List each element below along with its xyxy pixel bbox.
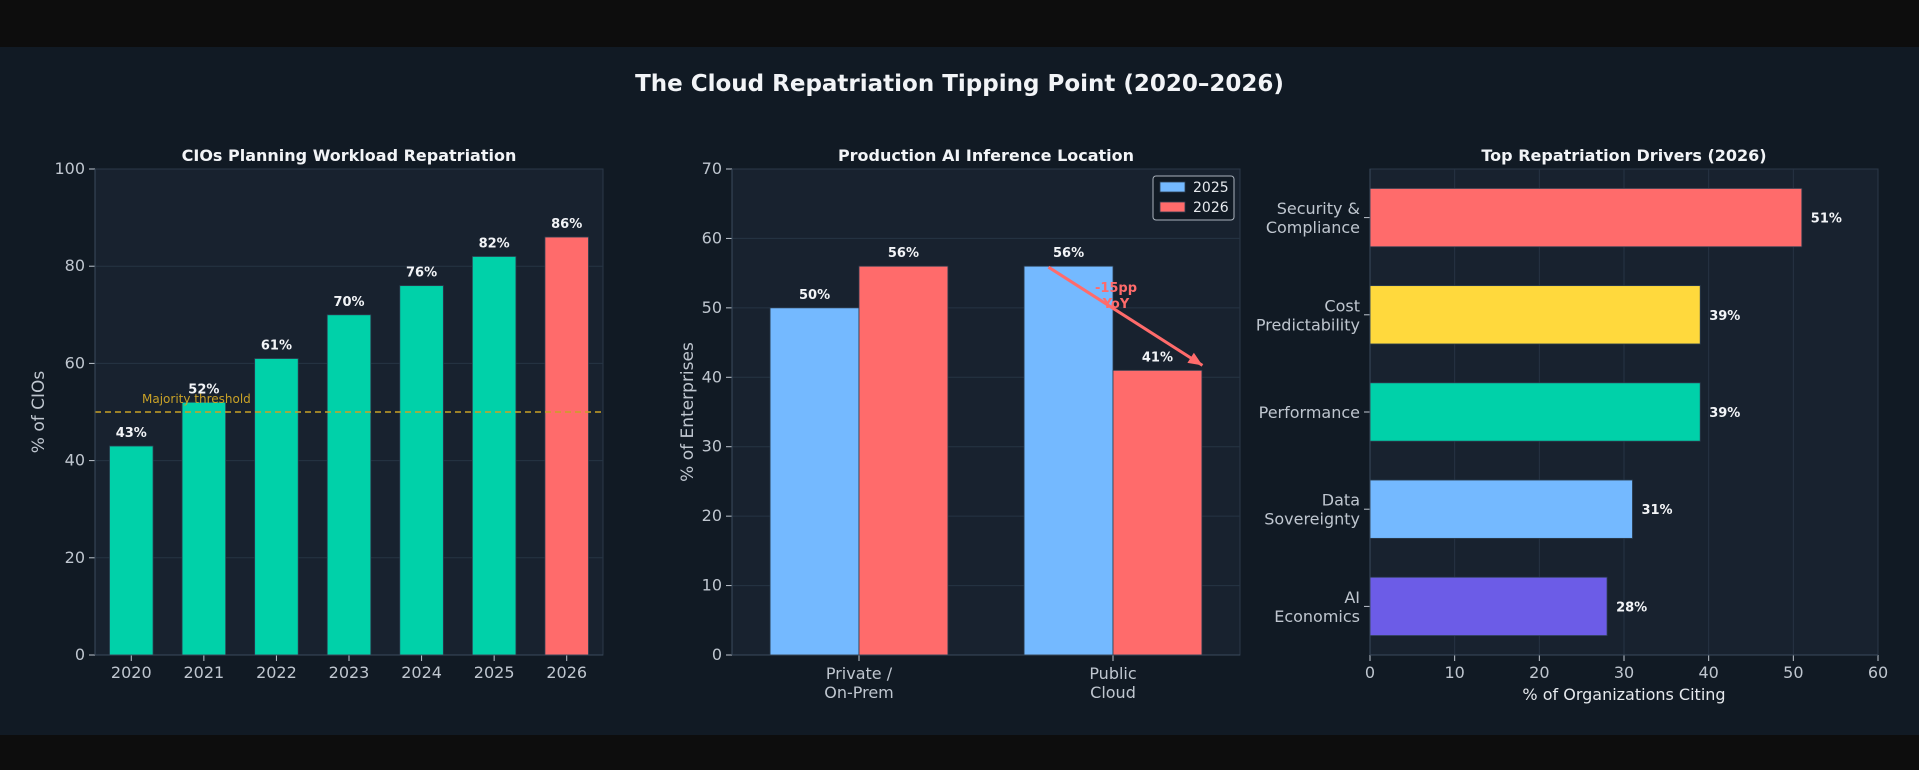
legend-label: 2025 — [1193, 180, 1229, 196]
bar — [1369, 382, 1701, 442]
value-label: 56% — [888, 246, 919, 261]
bar — [1369, 479, 1633, 539]
y-tick-label: Compliance — [1266, 218, 1360, 237]
y-tick-label: Data — [1322, 491, 1360, 510]
value-label: 56% — [1053, 246, 1084, 261]
x-tick-label: 2021 — [183, 663, 224, 682]
legend-swatch — [1159, 201, 1186, 213]
x-tick-label: 20 — [1529, 663, 1549, 682]
bar — [1112, 369, 1203, 656]
y-tick-label: 50 — [702, 298, 722, 317]
y-tick-label: 20 — [702, 506, 722, 525]
legend-label: 2026 — [1193, 200, 1229, 216]
x-tick-label: 2023 — [329, 663, 370, 682]
annotation-arrowhead — [1187, 352, 1203, 366]
bar — [1369, 576, 1608, 636]
x-tick-label: 30 — [1614, 663, 1634, 682]
bar — [399, 285, 444, 656]
y-tick-label: 20 — [65, 548, 85, 567]
legend-swatch — [1159, 181, 1186, 193]
bar — [181, 401, 227, 656]
y-tick-label: Cost — [1324, 296, 1360, 315]
threshold-label: Majority threshold — [142, 392, 251, 406]
y-tick-label: AI — [1344, 588, 1360, 607]
y-tick-label: 40 — [65, 451, 85, 470]
value-label: 61% — [261, 339, 292, 354]
x-tick-label: 2025 — [474, 663, 515, 682]
bar — [1023, 265, 1114, 656]
y-tick-label: Security & — [1277, 199, 1360, 218]
x-tick-label: Public — [1089, 664, 1136, 683]
bar — [471, 256, 517, 656]
x-tick-label: Private / — [826, 664, 893, 683]
value-label: 52% — [188, 382, 219, 397]
y-axis-label: % of Enterprises — [678, 342, 698, 482]
bar — [544, 236, 589, 656]
value-label: 43% — [116, 426, 147, 441]
y-axis-label: % of CIOs — [29, 371, 49, 454]
x-tick-label: 2022 — [256, 663, 297, 682]
value-label: 41% — [1142, 350, 1173, 365]
bar — [858, 265, 949, 656]
y-tick-label: 10 — [702, 576, 722, 595]
value-label: 86% — [551, 217, 582, 232]
y-tick-label: 100 — [54, 159, 85, 178]
bar — [1369, 188, 1803, 248]
x-axis-label: % of Organizations Citing — [1522, 685, 1725, 704]
y-tick-label: 70 — [702, 159, 722, 178]
bar — [1369, 285, 1701, 345]
bar — [109, 445, 154, 656]
y-tick-label: Performance — [1259, 403, 1360, 422]
bar — [769, 307, 860, 656]
bar — [326, 314, 372, 656]
y-tick-label: 30 — [702, 437, 722, 456]
value-label: 28% — [1616, 600, 1647, 615]
x-tick-label: 40 — [1698, 663, 1718, 682]
x-tick-label: 10 — [1444, 663, 1464, 682]
x-tick-label: On-Prem — [824, 683, 894, 702]
x-tick-label: 2024 — [401, 663, 442, 682]
value-label: 39% — [1709, 309, 1740, 324]
chart-title: Production AI Inference Location — [838, 146, 1134, 165]
y-tick-label: 0 — [75, 645, 85, 664]
y-tick-label: Predictability — [1256, 315, 1360, 334]
y-tick-label: 60 — [702, 228, 722, 247]
bar — [254, 358, 299, 656]
x-tick-label: 60 — [1868, 663, 1888, 682]
y-tick-label: 40 — [702, 367, 722, 386]
value-label: 51% — [1811, 212, 1842, 227]
chart-title: Top Repatriation Drivers (2026) — [1481, 146, 1766, 165]
chart-title: CIOs Planning Workload Repatriation — [182, 146, 517, 165]
annotation-label: YoY — [1102, 297, 1130, 312]
x-tick-label: 0 — [1365, 663, 1375, 682]
x-tick-label: 50 — [1783, 663, 1803, 682]
value-label: 39% — [1709, 406, 1740, 421]
value-label: 50% — [799, 288, 830, 303]
value-label: 82% — [479, 236, 510, 251]
y-tick-label: Economics — [1274, 607, 1360, 626]
value-label: 31% — [1641, 503, 1672, 518]
y-tick-label: 60 — [65, 353, 85, 372]
page-title: The Cloud Repatriation Tipping Point (20… — [635, 71, 1284, 97]
x-tick-label: 2026 — [546, 663, 587, 682]
x-tick-label: Cloud — [1090, 683, 1136, 702]
annotation-label: -15pp — [1095, 281, 1137, 296]
value-label: 70% — [333, 295, 364, 310]
x-tick-label: 2020 — [111, 663, 152, 682]
y-tick-label: 0 — [712, 645, 722, 664]
y-tick-label: Sovereignty — [1264, 510, 1360, 529]
y-tick-label: 80 — [65, 256, 85, 275]
annotation-arrow — [1047, 265, 1204, 367]
value-label: 76% — [406, 266, 437, 281]
